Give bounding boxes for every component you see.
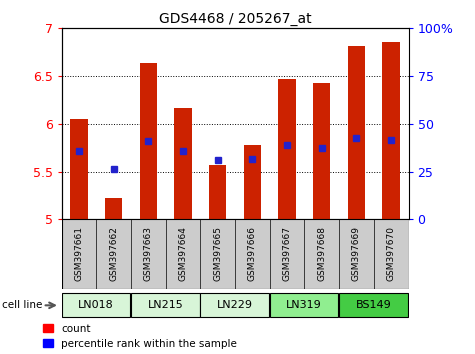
Bar [244, 145, 261, 219]
Text: LN018: LN018 [78, 300, 114, 310]
Bar [270, 293, 339, 317]
Legend: count, percentile rank within the sample: count, percentile rank within the sample [43, 324, 237, 349]
Bar [209, 165, 227, 219]
Bar [70, 119, 88, 219]
Text: cell line: cell line [2, 300, 43, 310]
Bar [200, 293, 269, 317]
Bar [62, 293, 131, 317]
Bar [105, 199, 123, 219]
Text: BS149: BS149 [356, 300, 391, 310]
Text: GSM397667: GSM397667 [283, 227, 292, 281]
Bar [382, 42, 400, 219]
Text: GSM397668: GSM397668 [317, 227, 326, 281]
Bar [313, 83, 331, 219]
Text: GSM397670: GSM397670 [387, 227, 396, 281]
Text: GSM397669: GSM397669 [352, 227, 361, 281]
Title: GDS4468 / 205267_at: GDS4468 / 205267_at [159, 12, 312, 26]
Bar [339, 293, 408, 317]
Text: GSM397663: GSM397663 [144, 227, 153, 281]
Text: GSM397662: GSM397662 [109, 227, 118, 281]
Bar [140, 63, 157, 219]
Text: GSM397666: GSM397666 [248, 227, 257, 281]
Bar [278, 79, 296, 219]
Text: GSM397665: GSM397665 [213, 227, 222, 281]
Text: GSM397664: GSM397664 [179, 227, 188, 281]
Text: LN319: LN319 [286, 300, 322, 310]
Text: LN229: LN229 [217, 300, 253, 310]
Bar [348, 46, 365, 219]
Text: LN215: LN215 [148, 300, 183, 310]
Text: GSM397661: GSM397661 [75, 227, 84, 281]
Bar [131, 293, 200, 317]
Bar [174, 108, 192, 219]
